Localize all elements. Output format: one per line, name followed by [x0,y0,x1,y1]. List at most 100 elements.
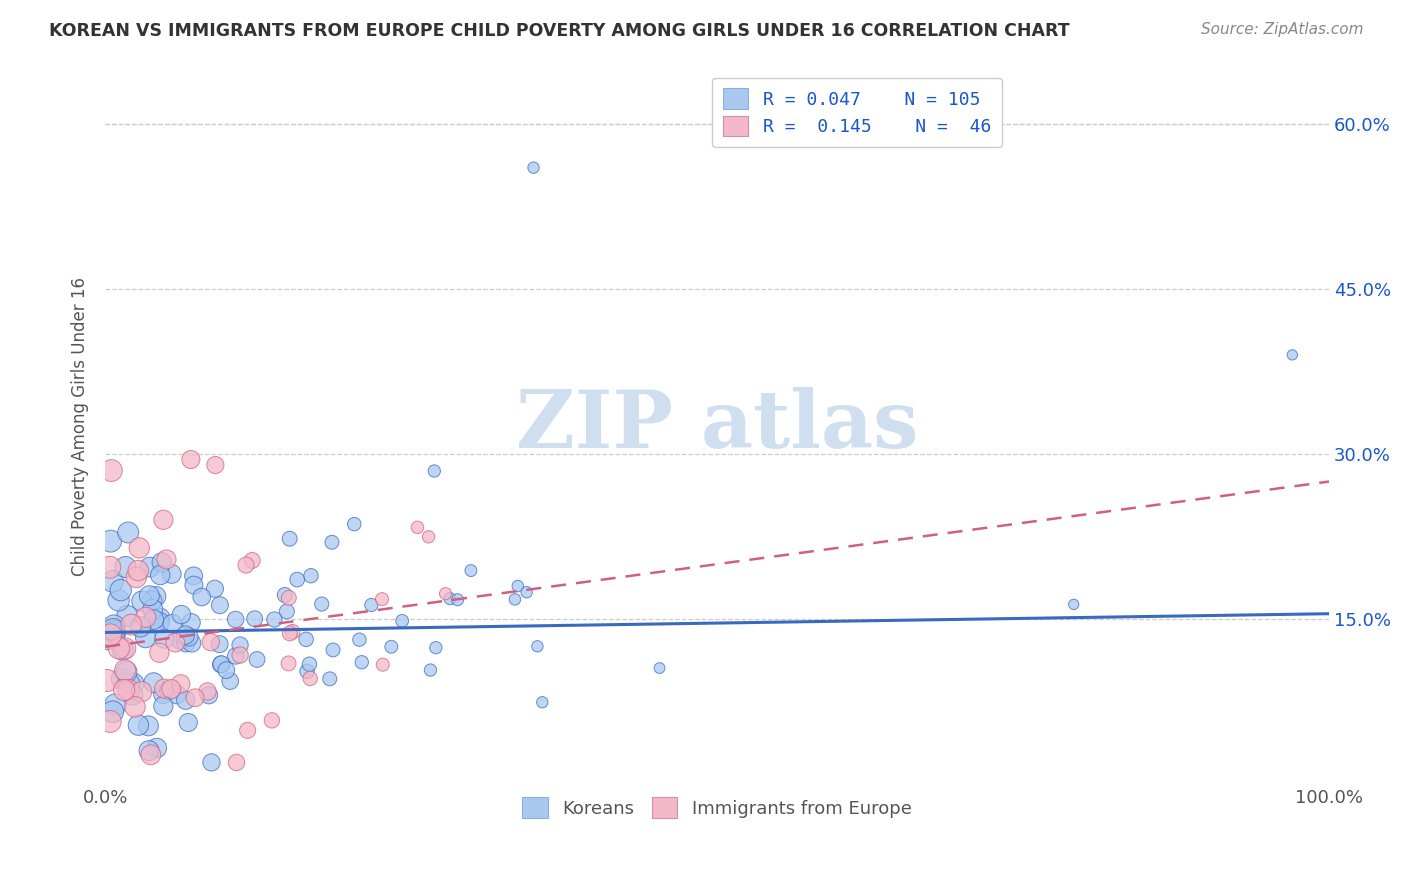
Point [96,632,118,646]
Point [298,657,321,672]
Point [152,513,174,527]
Point [160,681,183,696]
Point [125,570,148,584]
Point [138,744,160,758]
Point [423,464,446,478]
Point [139,560,162,574]
Point [166,688,188,702]
Point [138,589,160,603]
Point [278,626,301,640]
Point [184,690,207,705]
Point [225,756,247,770]
Point [183,569,205,583]
Point [122,676,145,690]
Point [100,534,122,549]
Point [145,590,167,604]
Point [103,623,125,637]
Point [215,663,238,677]
Point [380,640,402,654]
Point [169,633,191,648]
Point [522,161,544,175]
Point [128,541,150,555]
Point [235,558,257,572]
Point [118,676,141,690]
Point [295,665,318,679]
Point [434,587,457,601]
Point [124,699,146,714]
Point [200,635,222,649]
Point [225,612,247,626]
Point [127,718,149,732]
Point [110,583,132,598]
Point [236,723,259,738]
Point [1063,598,1085,612]
Point [322,643,344,657]
Point [503,592,526,607]
Point [225,648,247,663]
Point [299,568,322,582]
Point [100,464,122,478]
Point [425,640,447,655]
Point [120,617,142,632]
Text: Source: ZipAtlas.com: Source: ZipAtlas.com [1201,22,1364,37]
Point [98,714,121,729]
Point [135,610,157,624]
Point [278,532,301,546]
Point [114,663,136,677]
Point [209,657,232,672]
Point [100,628,122,642]
Legend: Koreans, Immigrants from Europe: Koreans, Immigrants from Europe [515,790,920,825]
Point [180,636,202,650]
Point [319,672,342,686]
Point [285,573,308,587]
Point [174,693,197,707]
Point [406,520,429,534]
Point [174,628,197,642]
Point [446,592,468,607]
Point [162,616,184,631]
Point [104,626,127,640]
Point [127,564,149,578]
Point [321,535,343,549]
Point [157,683,180,698]
Point [208,598,231,612]
Point [229,648,252,662]
Point [111,642,134,657]
Point [180,615,202,630]
Point [219,674,242,689]
Point [180,452,202,467]
Point [1281,348,1303,362]
Point [103,619,125,633]
Point [183,578,205,592]
Point [142,602,165,616]
Point [208,637,231,651]
Point [240,553,263,567]
Point [277,591,299,605]
Point [115,665,138,679]
Point [98,560,121,574]
Point [229,638,252,652]
Point [149,611,172,625]
Point [138,719,160,733]
Point [117,609,139,624]
Point [153,681,176,696]
Point [131,594,153,608]
Point [177,630,200,644]
Point [129,620,152,634]
Point [391,614,413,628]
Point [343,517,366,532]
Point [209,657,232,672]
Point [276,604,298,618]
Point [200,756,222,770]
Point [141,593,163,607]
Point [418,530,440,544]
Point [152,687,174,701]
Point [177,715,200,730]
Point [526,640,548,654]
Point [149,568,172,582]
Point [139,747,162,762]
Point [104,698,127,712]
Point [101,574,124,589]
Point [118,682,141,697]
Point [439,591,461,606]
